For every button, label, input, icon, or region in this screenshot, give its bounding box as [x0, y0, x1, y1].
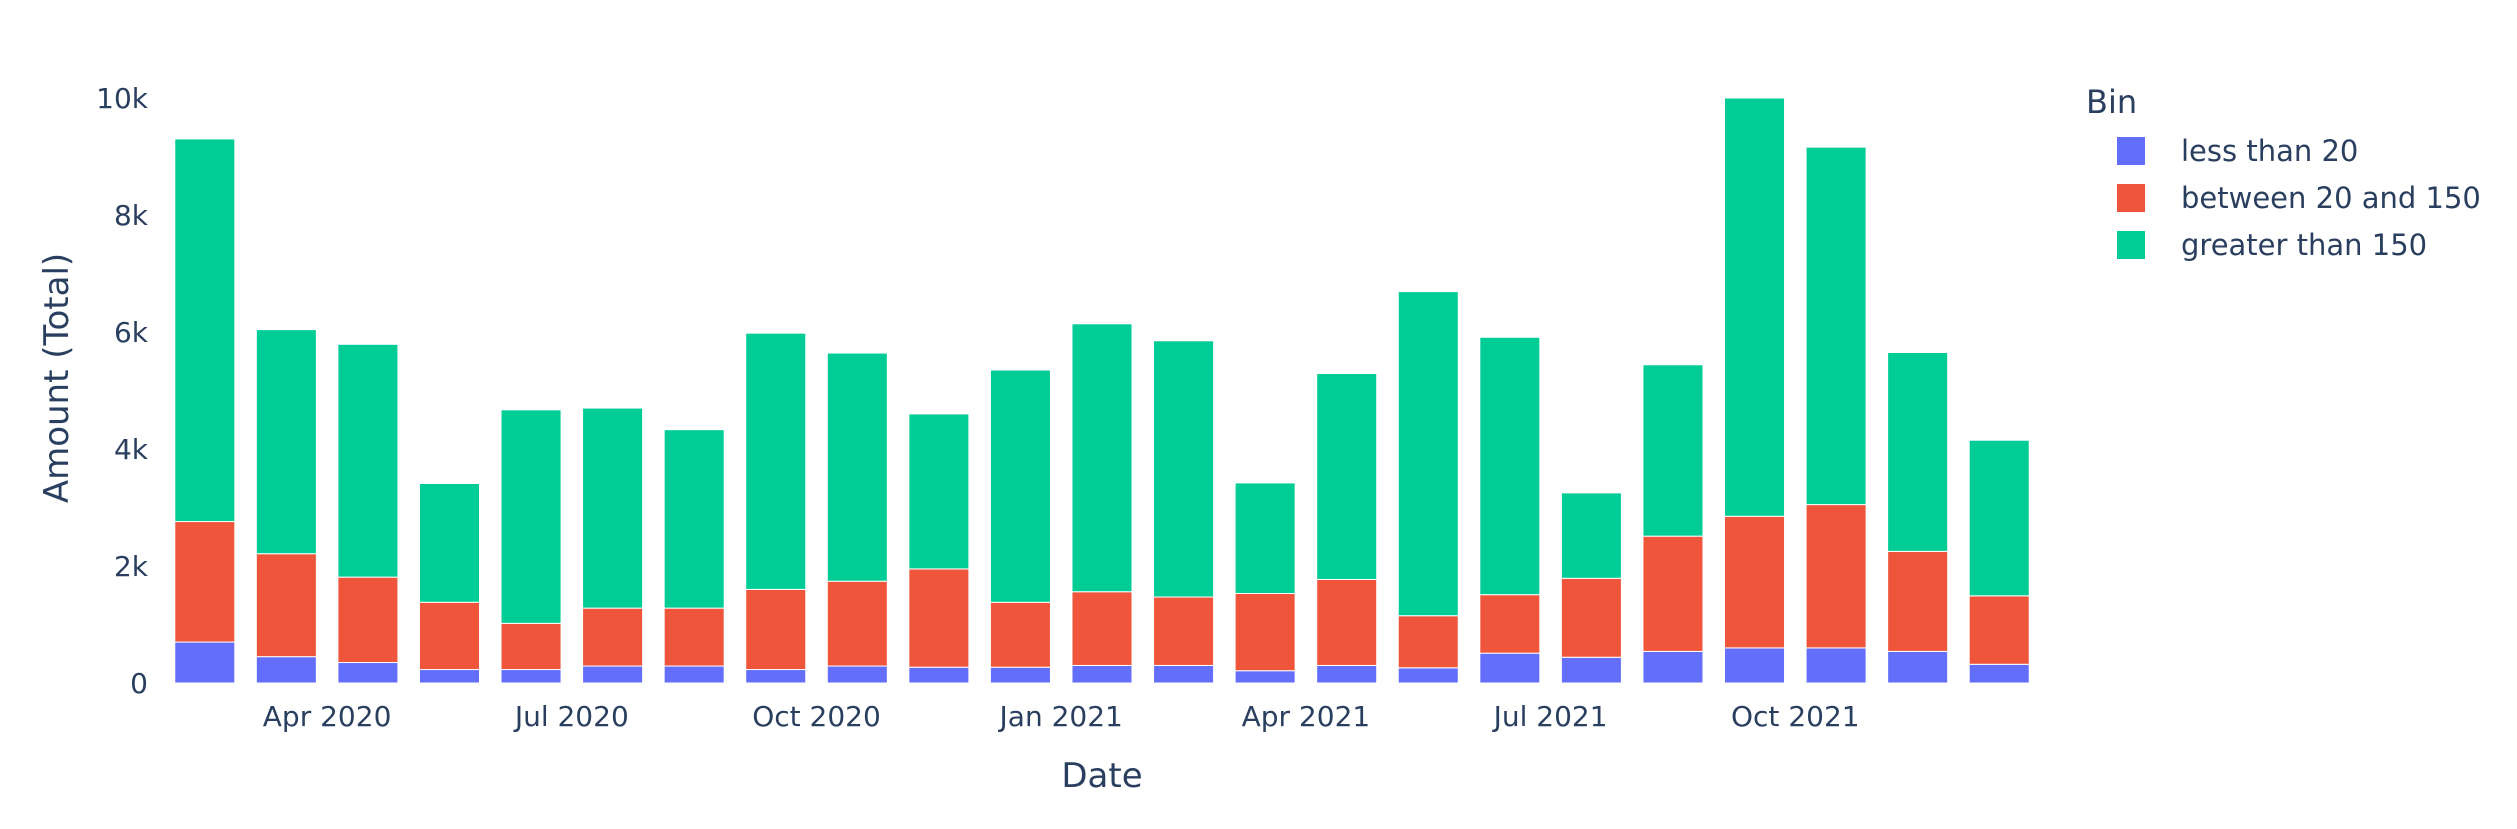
bar-segment[interactable] [663, 429, 725, 609]
bar-segment[interactable] [337, 662, 399, 684]
bar-segment[interactable] [745, 588, 807, 671]
bar-segment[interactable] [418, 669, 480, 684]
legend-item-between-20-and-150[interactable]: between 20 and 150 [2117, 181, 2481, 215]
bar-segment[interactable] [663, 665, 725, 684]
bar-segment[interactable] [1397, 615, 1459, 669]
bar-segment[interactable] [745, 669, 807, 684]
bar-segment[interactable] [908, 666, 970, 684]
bar-segment[interactable] [1071, 323, 1133, 593]
y-tick-label: 10k [96, 82, 149, 115]
bar-segment[interactable] [826, 665, 888, 684]
bar-segment[interactable] [255, 656, 317, 684]
legend-item-greater-than-150[interactable]: greater than 150 [2117, 228, 2427, 262]
bar-segment[interactable] [1642, 650, 1704, 684]
x-tick-label: Oct 2021 [1731, 700, 1860, 733]
bar-segment[interactable] [1805, 647, 1867, 684]
y-tick-label: 6k [114, 316, 149, 349]
bar-segment[interactable] [1397, 667, 1459, 684]
bar-segment[interactable] [908, 413, 970, 570]
bar-segment[interactable] [1560, 656, 1622, 684]
bar-segment[interactable] [826, 352, 888, 582]
legend-label: less than 20 [2181, 134, 2358, 168]
bar-segment[interactable] [1479, 594, 1541, 654]
bar-segment[interactable] [255, 553, 317, 658]
bar-segment[interactable] [418, 601, 480, 671]
bar-segment[interactable] [1887, 351, 1949, 552]
bar-segment[interactable] [1234, 670, 1296, 684]
bar-segment[interactable] [1887, 650, 1949, 684]
bar-segment[interactable] [255, 329, 317, 555]
bar-segment[interactable] [989, 666, 1051, 684]
bar-segment[interactable] [1153, 340, 1215, 598]
legend-item-less-than-20[interactable]: less than 20 [2117, 134, 2358, 168]
bar-segment[interactable] [1560, 577, 1622, 658]
bar-segment[interactable] [174, 521, 236, 643]
legend-swatch [2117, 137, 2145, 165]
legend-title: Bin [2086, 83, 2137, 121]
y-tick-label: 2k [114, 550, 149, 583]
bar-segment[interactable] [1642, 364, 1704, 537]
bar-segment[interactable] [1397, 291, 1459, 617]
bar-segment[interactable] [1479, 336, 1541, 596]
bar-segment[interactable] [1071, 591, 1133, 666]
legend-swatch [2117, 184, 2145, 212]
bar-segment[interactable] [500, 622, 562, 671]
legend-swatch [2117, 231, 2145, 259]
x-tick-label: Apr 2020 [263, 700, 392, 733]
bar-segment[interactable] [500, 669, 562, 684]
bar-segment[interactable] [1887, 550, 1949, 652]
bar-segment[interactable] [826, 580, 888, 667]
bar-segment[interactable] [908, 568, 970, 668]
bar-segment[interactable] [1234, 593, 1296, 672]
bar-segment[interactable] [174, 138, 236, 523]
x-axis-title: Date [1061, 756, 1142, 796]
bars-layer [174, 97, 2030, 684]
bar-segment[interactable] [1071, 664, 1133, 684]
bar-segment[interactable] [663, 607, 725, 667]
bar-segment[interactable] [1234, 482, 1296, 594]
bar-segment[interactable] [1968, 439, 2030, 597]
legend-label: greater than 150 [2181, 228, 2427, 262]
bar-segment[interactable] [174, 641, 236, 684]
bar-segment[interactable] [1316, 664, 1378, 684]
x-tick-label: Oct 2020 [752, 700, 881, 733]
bar-segment[interactable] [1968, 595, 2030, 665]
bar-segment[interactable] [745, 332, 807, 590]
bar-segment[interactable] [1316, 373, 1378, 580]
bar-segment[interactable] [337, 343, 399, 578]
y-tick-label: 0 [130, 667, 148, 700]
x-axis-ticks: Apr 2020 Jul 2020 Oct 2020 Jan 2021 Apr 2021… [263, 700, 1860, 733]
bar-segment[interactable] [418, 483, 480, 603]
x-tick-label: Jul 2021 [1492, 700, 1608, 733]
bar-segment[interactable] [582, 407, 644, 609]
bar-segment[interactable] [1724, 647, 1786, 684]
bar-segment[interactable] [1724, 97, 1786, 517]
bar-segment[interactable] [989, 601, 1051, 668]
y-axis-title: Amount (Total) [37, 253, 77, 503]
x-tick-label: Jul 2020 [513, 700, 629, 733]
y-tick-label: 4k [114, 433, 149, 466]
bar-segment[interactable] [1805, 146, 1867, 506]
y-axis-ticks: 0 2k 4k 6k 8k 10k [96, 82, 149, 700]
bar-segment[interactable] [1479, 652, 1541, 684]
bar-segment[interactable] [1560, 492, 1622, 579]
bar-segment[interactable] [337, 576, 399, 664]
bar-segment[interactable] [1968, 663, 2030, 684]
bar-segment[interactable] [500, 409, 562, 624]
x-tick-label: Apr 2021 [1242, 700, 1371, 733]
bar-segment[interactable] [582, 607, 644, 667]
bar-segment[interactable] [1153, 596, 1215, 666]
bar-segment[interactable] [1724, 515, 1786, 649]
bar-segment[interactable] [1153, 664, 1215, 684]
legend: Bin less than 20 between 20 and 150 grea… [2086, 83, 2481, 262]
bar-segment[interactable] [989, 369, 1051, 603]
bar-segment[interactable] [1316, 578, 1378, 666]
bar-segment[interactable] [582, 665, 644, 684]
x-tick-label: Jan 2021 [998, 700, 1123, 733]
legend-label: between 20 and 150 [2181, 181, 2481, 215]
bar-segment[interactable] [1642, 535, 1704, 652]
bar-segment[interactable] [1805, 504, 1867, 649]
y-tick-label: 8k [114, 199, 149, 232]
